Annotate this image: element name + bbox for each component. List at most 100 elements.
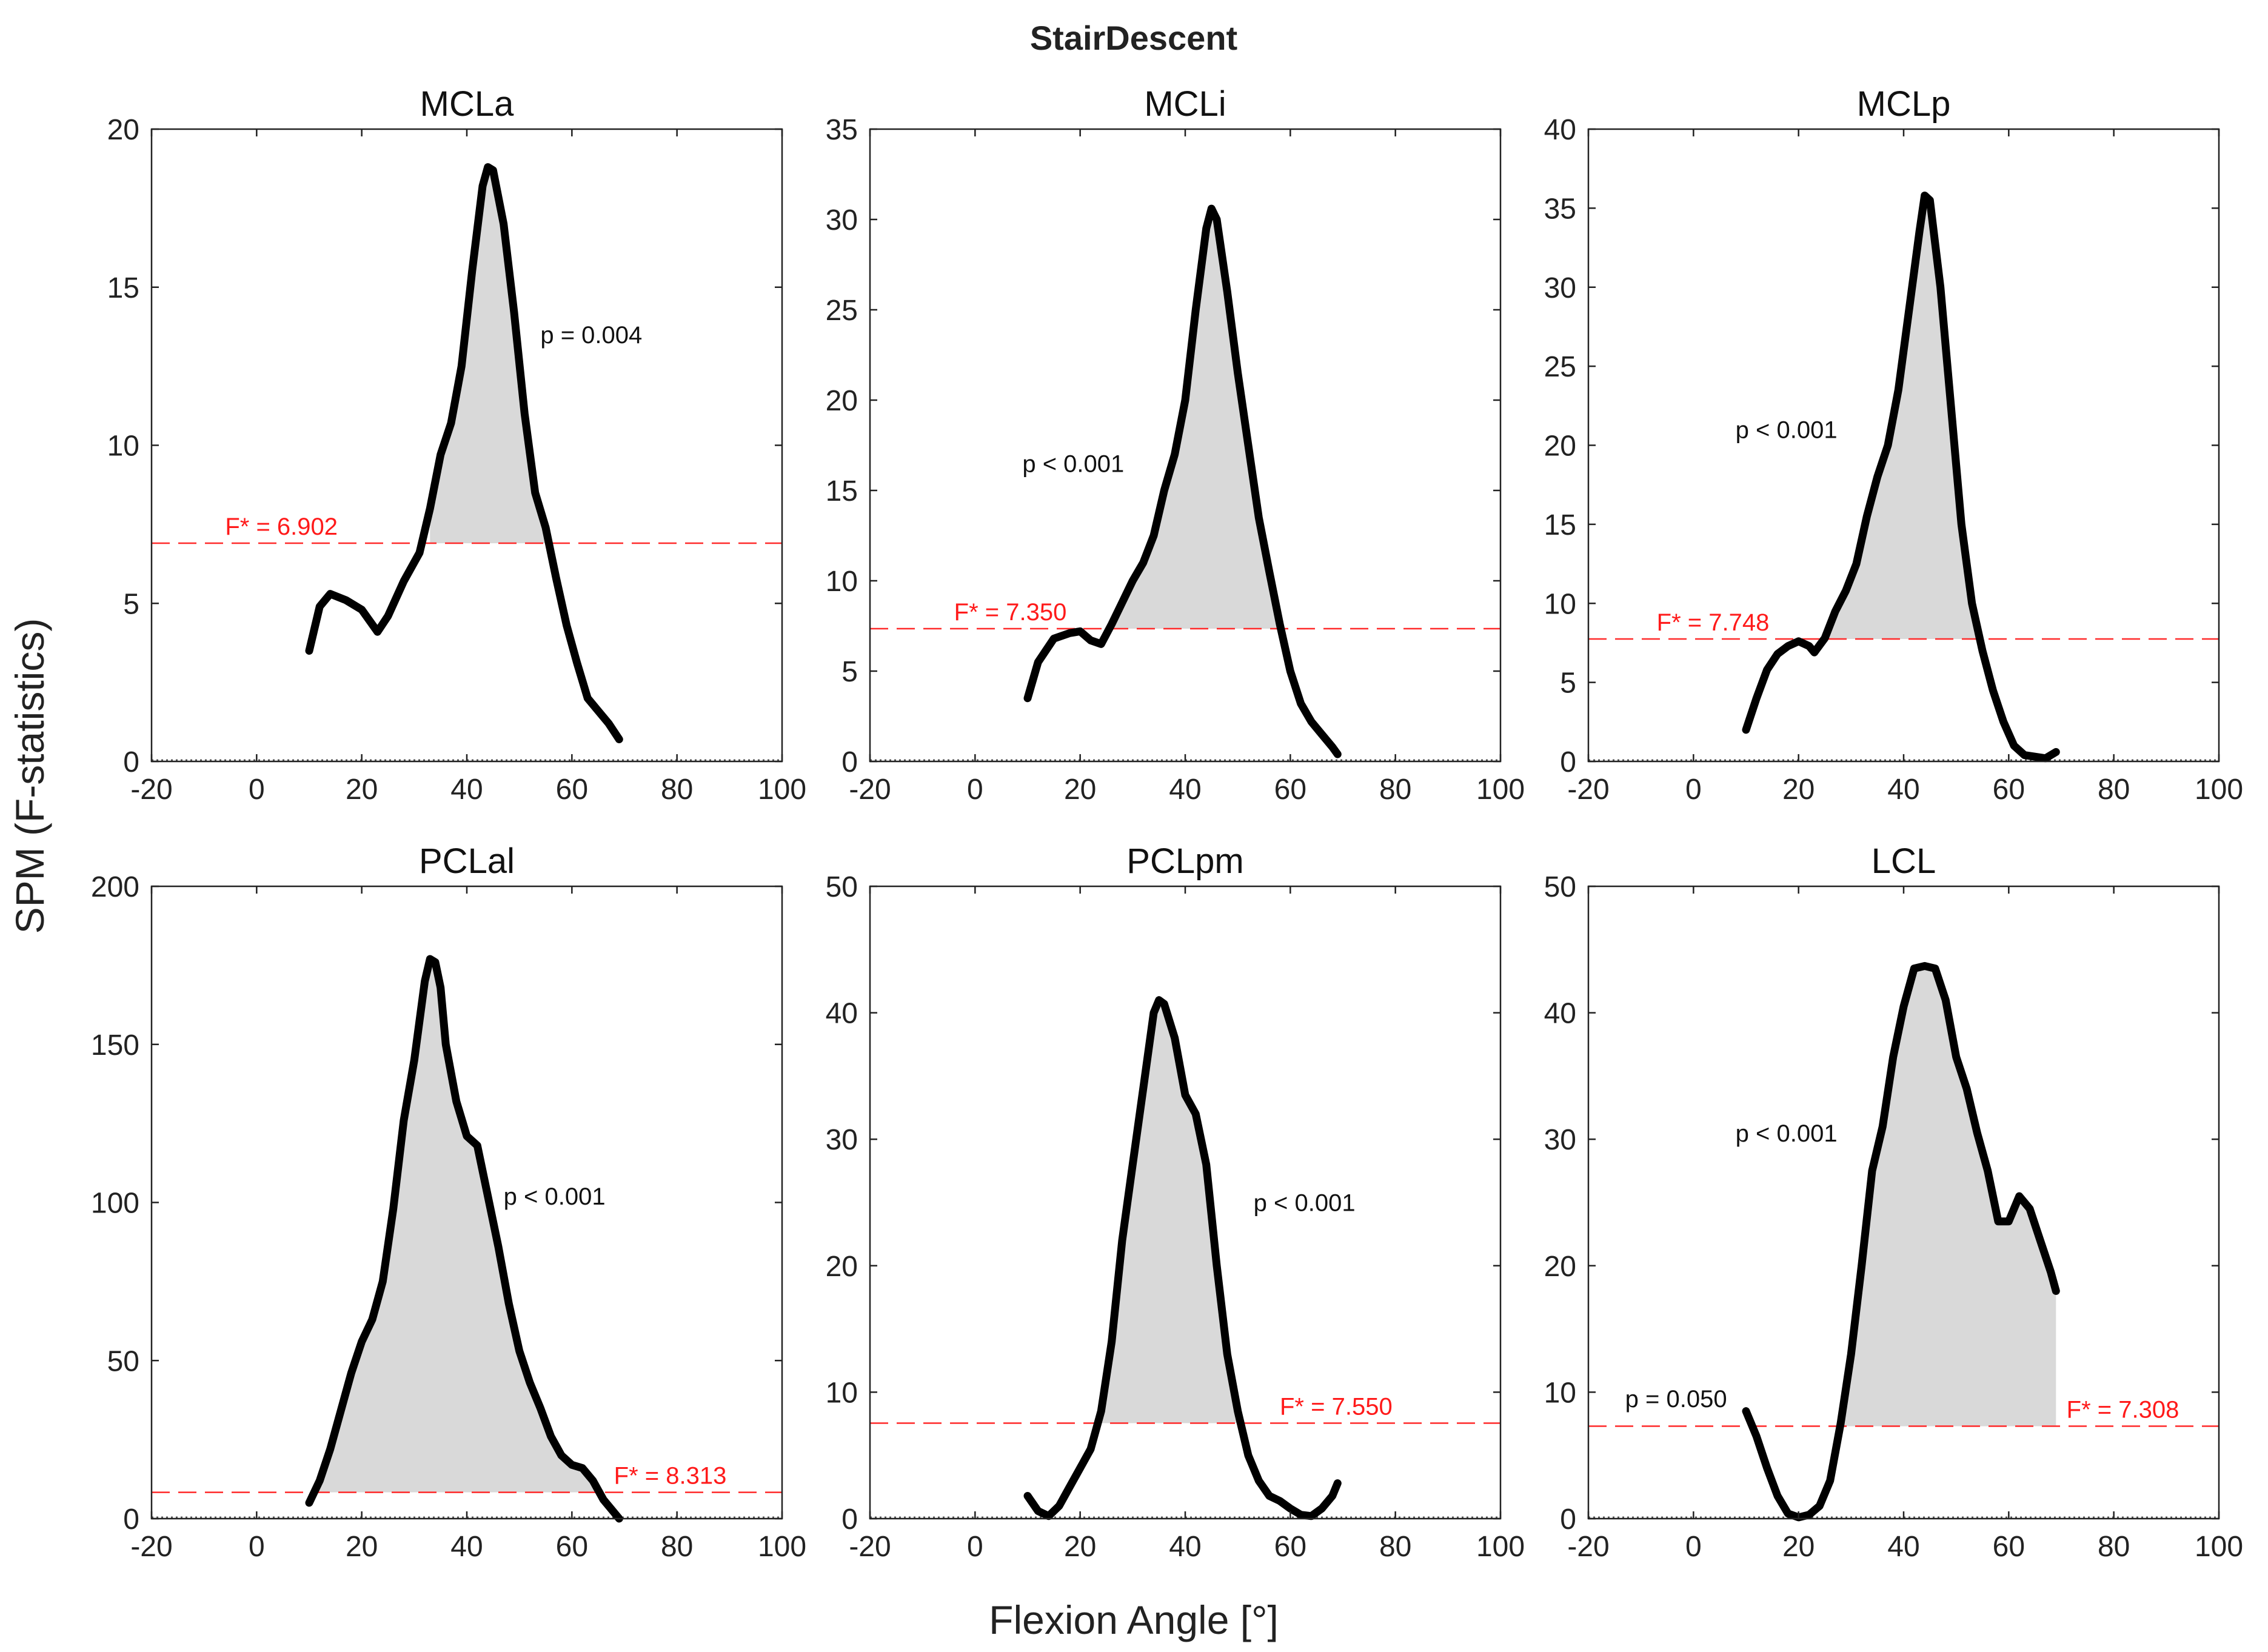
y-tick-label: 50 <box>107 1345 139 1377</box>
subplot-title: MCLa <box>420 84 514 124</box>
subplot-title: PCLal <box>419 841 515 881</box>
y-tick-label: 40 <box>826 998 858 1030</box>
y-tick-label: 0 <box>123 746 139 778</box>
subplot-title: LCL <box>1872 841 1936 881</box>
x-tick-label: 40 <box>1169 774 1201 806</box>
y-tick-label: 30 <box>826 1124 858 1156</box>
x-tick-label: 0 <box>967 774 983 806</box>
p-value-label: p < 0.001 <box>504 1183 606 1210</box>
y-tick-label: 5 <box>123 588 139 620</box>
y-tick-label: 30 <box>826 204 858 236</box>
x-tick-label: 20 <box>1782 1531 1815 1563</box>
y-tick-label: 150 <box>91 1029 139 1062</box>
x-tick-label: -20 <box>849 1531 891 1563</box>
x-tick-label: 80 <box>2098 774 2130 806</box>
x-tick-label: 40 <box>450 1531 483 1563</box>
y-tick-label: 0 <box>841 1503 858 1536</box>
y-tick-label: 20 <box>107 114 139 146</box>
x-tick-label: 60 <box>1993 774 2025 806</box>
x-tick-label: 100 <box>1476 774 1525 806</box>
x-tick-label: -20 <box>1567 774 1609 806</box>
x-tick-label: 100 <box>758 1531 806 1563</box>
y-tick-label: 20 <box>1544 430 1576 463</box>
x-tick-label: 100 <box>758 774 806 806</box>
threshold-label: F* = 7.350 <box>954 599 1067 626</box>
p-value-label: p < 0.001 <box>1254 1190 1356 1217</box>
x-tick-label: 40 <box>1169 1531 1201 1563</box>
x-tick-label: 80 <box>661 774 693 806</box>
y-tick-label: 30 <box>1544 272 1576 304</box>
y-tick-label: 100 <box>91 1188 139 1220</box>
y-tick-label: 10 <box>1544 588 1576 620</box>
y-tick-label: 25 <box>1544 351 1576 383</box>
figure-suptitle: StairDescent <box>1030 19 1237 57</box>
spm-curve <box>1023 204 1342 758</box>
x-tick-label: 100 <box>2195 774 2243 806</box>
x-tick-label: 80 <box>1379 774 1411 806</box>
x-tick-label: 80 <box>661 1531 693 1563</box>
suprathreshold-cluster <box>430 167 550 544</box>
x-tick-label: 60 <box>556 774 588 806</box>
y-tick-label: 40 <box>1544 114 1576 146</box>
threshold-label: F* = 7.308 <box>2067 1397 2179 1423</box>
spm-curve <box>1023 996 1342 1520</box>
x-tick-label: 0 <box>1685 1531 1702 1563</box>
x-tick-label: 40 <box>1887 1531 1919 1563</box>
suprathreshold-cluster <box>1825 195 1984 639</box>
threshold-label: F* = 6.902 <box>225 513 338 540</box>
x-tick-label: 60 <box>1274 1531 1306 1563</box>
spm-curve <box>1742 192 2060 763</box>
y-tick-label: 10 <box>826 566 858 598</box>
y-tick-label: 35 <box>826 114 858 146</box>
x-tick-label: 0 <box>249 1531 265 1563</box>
y-tick-label: 10 <box>107 430 139 463</box>
p-value-label: p = 0.050 <box>1625 1386 1727 1413</box>
suprathreshold-cluster <box>317 958 596 1493</box>
x-tick-label: -20 <box>130 774 172 806</box>
subplot-title: PCLpm <box>1126 841 1243 881</box>
x-axis-label: Flexion Angle [°] <box>989 1597 1279 1642</box>
x-tick-label: 20 <box>346 774 378 806</box>
spm-curve <box>305 163 623 743</box>
x-tick-label: 40 <box>1887 774 1919 806</box>
y-tick-label: 5 <box>1560 667 1576 700</box>
y-tick-label: 0 <box>1560 1503 1576 1536</box>
y-tick-label: 15 <box>1544 509 1576 541</box>
x-tick-label: 20 <box>1064 1531 1096 1563</box>
subplot-title: MCLi <box>1144 84 1226 124</box>
x-tick-label: -20 <box>130 1531 172 1563</box>
x-tick-label: 60 <box>556 1531 588 1563</box>
y-tick-label: 25 <box>826 295 858 327</box>
x-tick-label: 100 <box>1476 1531 1525 1563</box>
threshold-label: F* = 8.313 <box>614 1463 727 1490</box>
y-tick-label: 30 <box>1544 1124 1576 1156</box>
x-tick-label: 100 <box>2195 1531 2243 1563</box>
y-tick-label: 10 <box>826 1377 858 1409</box>
x-tick-label: 80 <box>2098 1531 2130 1563</box>
x-tick-label: 0 <box>1685 774 1702 806</box>
y-tick-label: 200 <box>91 871 139 903</box>
y-tick-label: 40 <box>1544 998 1576 1030</box>
x-tick-label: 0 <box>967 1531 983 1563</box>
y-tick-label: 35 <box>1544 193 1576 225</box>
x-tick-label: 80 <box>1379 1531 1411 1563</box>
y-tick-label: 15 <box>826 475 858 507</box>
p-value-label: p = 0.004 <box>540 322 642 349</box>
x-tick-label: 60 <box>1274 774 1306 806</box>
suprathreshold-cluster <box>1099 1000 1242 1423</box>
subplot-title: MCLp <box>1857 84 1951 124</box>
suprathreshold-cluster <box>1109 209 1279 629</box>
y-tick-label: 0 <box>123 1503 139 1536</box>
threshold-label: F* = 7.550 <box>1280 1394 1393 1420</box>
x-tick-label: 0 <box>249 774 265 806</box>
y-tick-label: 20 <box>1544 1251 1576 1283</box>
p-value-label: p < 0.001 <box>1022 450 1124 477</box>
y-tick-label: 10 <box>1544 1377 1576 1409</box>
y-tick-label: 50 <box>826 871 858 903</box>
